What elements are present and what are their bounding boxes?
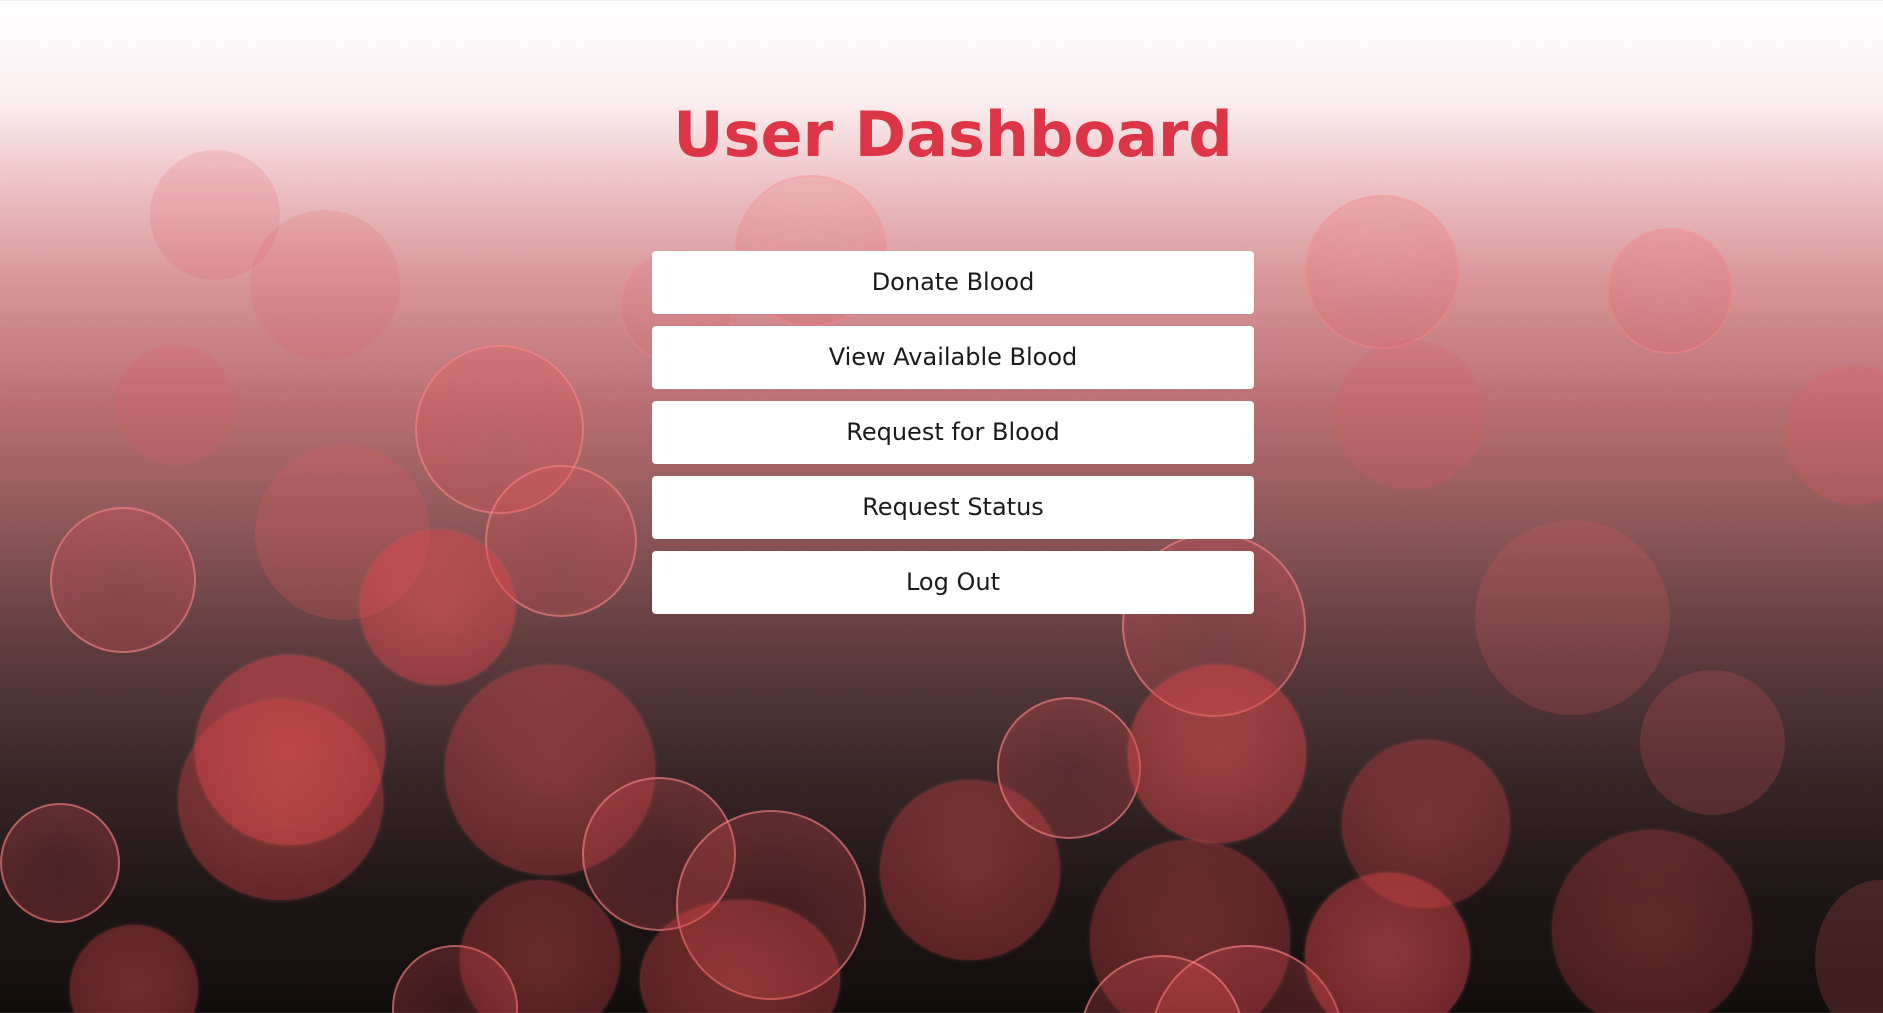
bokeh-circle: [70, 925, 198, 1013]
bokeh-circle: [1305, 195, 1459, 349]
bokeh-circle: [250, 210, 400, 360]
bokeh-circle: [1640, 670, 1785, 815]
bokeh-circle: [115, 345, 235, 465]
bokeh-circle: [1552, 830, 1752, 1013]
dashboard-menu: Donate Blood View Available Blood Reques…: [652, 251, 1254, 626]
request-for-blood-button[interactable]: Request for Blood: [652, 401, 1254, 464]
bokeh-circle: [1335, 340, 1485, 490]
bokeh-circle: [0, 803, 120, 923]
bokeh-circle: [50, 507, 196, 653]
bokeh-circle: [460, 880, 620, 1013]
bokeh-circle: [178, 700, 383, 900]
bokeh-circle: [195, 655, 385, 845]
bokeh-circle: [150, 150, 280, 280]
bokeh-circle: [997, 697, 1141, 839]
bokeh-circle: [1785, 365, 1883, 505]
log-out-button[interactable]: Log Out: [652, 551, 1254, 614]
view-available-blood-button[interactable]: View Available Blood: [652, 326, 1254, 389]
bokeh-circle: [1815, 880, 1883, 1013]
bokeh-circle: [1305, 873, 1470, 1013]
bokeh-circle: [1128, 665, 1306, 843]
donate-blood-button[interactable]: Donate Blood: [652, 251, 1254, 314]
bokeh-circle: [1475, 520, 1670, 715]
bokeh-circle: [1607, 228, 1733, 354]
bokeh-circle: [360, 530, 515, 685]
bokeh-circle: [676, 810, 866, 1000]
page-title: User Dashboard: [673, 98, 1233, 171]
request-status-button[interactable]: Request Status: [652, 476, 1254, 539]
